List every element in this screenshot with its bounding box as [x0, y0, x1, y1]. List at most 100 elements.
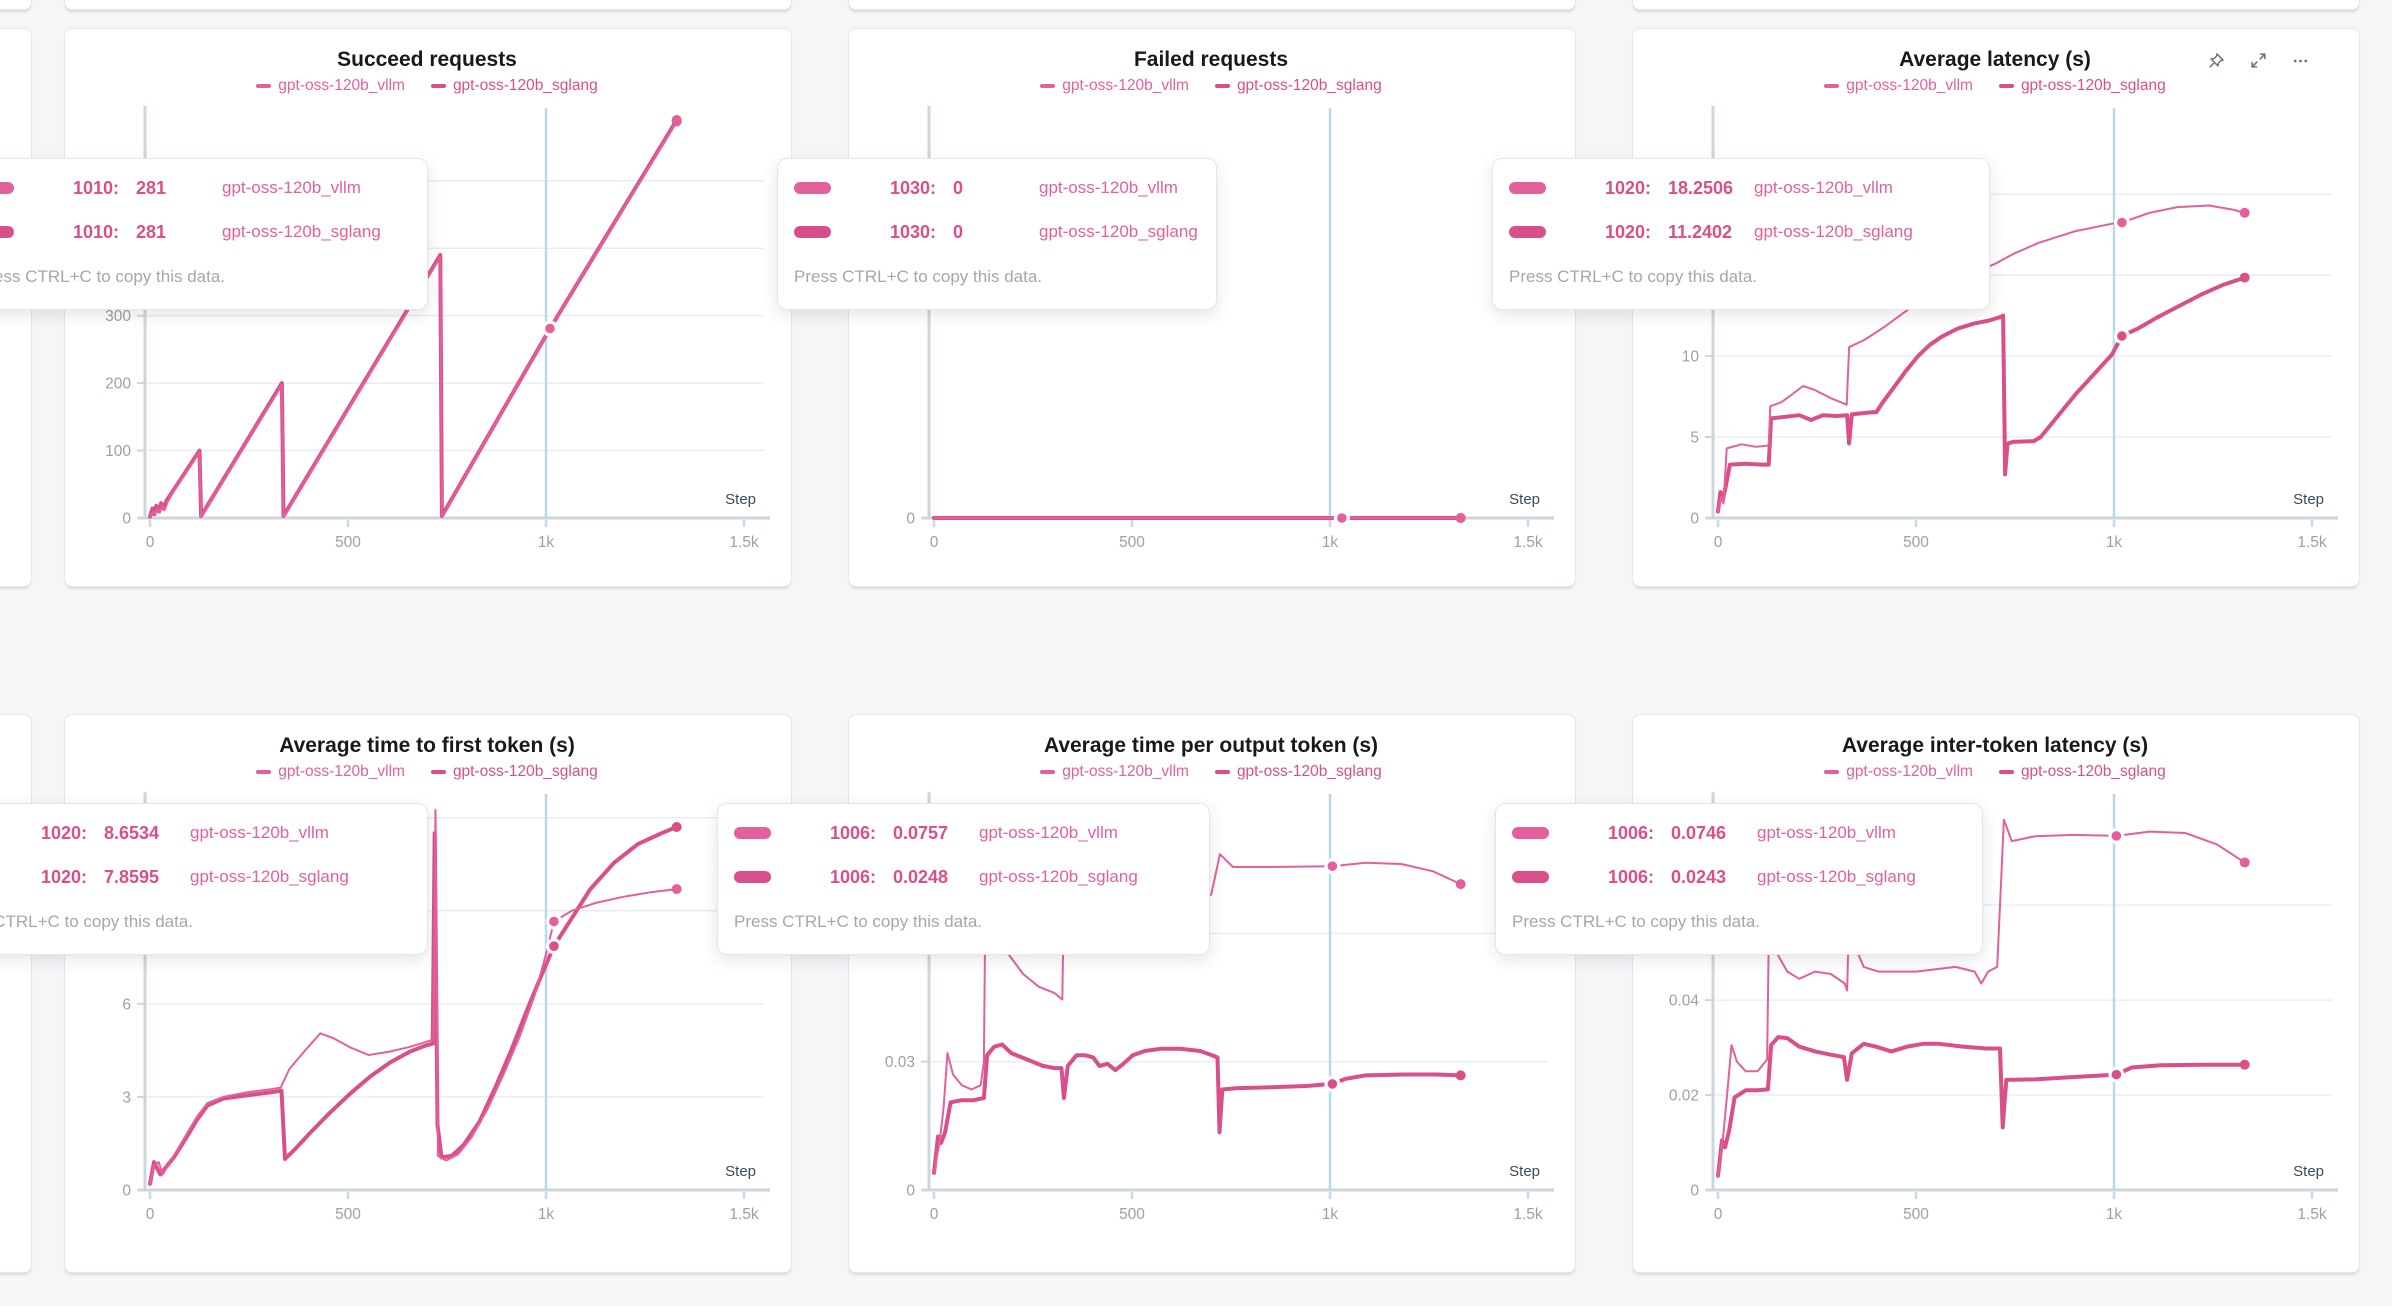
- y-tick-label: 5: [1690, 430, 1699, 447]
- x-tick-label: 1.5k: [2297, 1206, 2327, 1223]
- x-tick-label: 1.5k: [2297, 534, 2327, 551]
- x-tick-label: 500: [1119, 1206, 1145, 1223]
- series-line-vllm[interactable]: [149, 120, 678, 519]
- legend-item[interactable]: gpt-oss-120b_vllm: [1824, 77, 1973, 95]
- series-dash-icon: [430, 84, 446, 88]
- tooltip-hint: Press CTRL+C to copy this data.: [1509, 267, 1758, 286]
- chart-tooltip: 1020: 18.2506 gpt-oss-120b_vllm 1020: 11.240…: [1492, 158, 1990, 310]
- tooltip-value: 18.2506: [1668, 177, 1734, 198]
- legend-label: gpt-oss-120b_sglang: [452, 77, 598, 94]
- tooltip-step: 1020:: [1604, 177, 1651, 198]
- tooltip-step: 1020:: [1604, 221, 1651, 242]
- legend-item[interactable]: gpt-oss-120b_vllm: [256, 763, 405, 781]
- tooltip-row: 1006: 0.0243 gpt-oss-120b_sglang: [1496, 864, 1916, 890]
- series-line-vllm[interactable]: [933, 844, 1462, 1174]
- series-swatch-icon: [1509, 182, 1546, 194]
- x-tick-label: 1.5k: [729, 534, 759, 551]
- series-dash-icon: [1998, 84, 2014, 88]
- step-axis-label: Step: [2293, 491, 2324, 508]
- series-dash-icon: [256, 770, 272, 774]
- chart-legend: gpt-oss-120b_vllm gpt-oss-120b_sglang: [848, 77, 1574, 95]
- x-tick-label: 500: [1119, 534, 1145, 551]
- tooltip-value: 0: [953, 221, 964, 242]
- legend-item[interactable]: gpt-oss-120b_sglang: [430, 763, 598, 781]
- endpoint-dot: [2239, 272, 2250, 283]
- endpoint-dot: [671, 116, 682, 127]
- y-tick-label: 0: [1690, 511, 1699, 528]
- tooltip-series-label: gpt-oss-120b_sglang: [222, 222, 381, 241]
- tooltip-hint: Press CTRL+C to copy this data.: [0, 267, 226, 286]
- legend-item[interactable]: gpt-oss-120b_vllm: [1040, 77, 1189, 95]
- series-swatch-icon: [1512, 827, 1549, 839]
- endpoint-dot: [671, 884, 682, 895]
- y-tick-label: 3: [122, 1089, 131, 1106]
- tooltip-value: 281: [136, 221, 167, 242]
- chart-tooltip: 1020: 8.6534 gpt-oss-120b_vllm 1020: 7.8595 g…: [0, 803, 428, 955]
- tooltip-series-label: gpt-oss-120b_sglang: [979, 867, 1138, 886]
- chart-legend: gpt-oss-120b_vllm gpt-oss-120b_sglang: [64, 77, 790, 95]
- tooltip-series-label: gpt-oss-120b_vllm: [1757, 823, 1896, 842]
- y-tick-label: 0: [906, 1183, 915, 1200]
- expand-button[interactable]: [2250, 52, 2267, 69]
- y-tick-label: 0.02: [1669, 1088, 1699, 1105]
- tooltip-step: 1010:: [72, 221, 119, 242]
- y-tick-label: 10: [1682, 349, 1700, 366]
- legend-item[interactable]: gpt-oss-120b_vllm: [256, 77, 405, 95]
- chart-title: Average latency (s): [1899, 48, 2091, 71]
- marker-dot: [2117, 217, 2127, 228]
- chart-title: Average time to first token (s): [279, 734, 575, 757]
- legend-item[interactable]: gpt-oss-120b_sglang: [430, 77, 598, 95]
- endpoint-dot: [1455, 513, 1466, 523]
- tooltip-step: 1006:: [1607, 866, 1654, 887]
- chart-legend: gpt-oss-120b_vllm gpt-oss-120b_sglang: [64, 763, 790, 781]
- step-axis-label: Step: [725, 491, 756, 508]
- tooltip-row: 1020: 11.2402 gpt-oss-120b_sglang: [1493, 219, 1913, 245]
- x-tick-label: 1k: [2106, 534, 2123, 551]
- legend-item[interactable]: gpt-oss-120b_sglang: [1998, 77, 2166, 95]
- series-line-sglang[interactable]: [1716, 275, 2247, 514]
- tooltip-hint: Press CTRL+C to copy this data.: [1512, 912, 1761, 931]
- chart-legend: gpt-oss-120b_vllm gpt-oss-120b_sglang: [1632, 77, 2358, 95]
- series-line-vllm[interactable]: [149, 809, 678, 1185]
- tooltip-value: 8.6534: [104, 822, 160, 843]
- chart-tooltip: 1006: 0.0757 gpt-oss-120b_vllm 1006: 0.0248 g…: [717, 803, 1210, 955]
- tooltip-series-label: gpt-oss-120b_vllm: [1754, 178, 1893, 197]
- series-swatch-icon: [0, 226, 14, 238]
- tooltip-row: 1006: 0.0248 gpt-oss-120b_sglang: [718, 864, 1138, 890]
- tooltip-step: 1006:: [829, 866, 876, 887]
- tooltip-series-label: gpt-oss-120b_vllm: [190, 823, 329, 842]
- legend-item[interactable]: gpt-oss-120b_sglang: [1214, 77, 1382, 95]
- pin-icon: [2209, 53, 2224, 68]
- tooltip-row: 1030: 0 gpt-oss-120b_vllm: [778, 175, 1178, 201]
- endpoint-dot: [1455, 1070, 1466, 1081]
- series-line-sglang[interactable]: [1716, 1035, 2247, 1178]
- legend-item[interactable]: gpt-oss-120b_sglang: [1998, 763, 2166, 781]
- series-swatch-icon: [1509, 226, 1546, 238]
- x-tick-label: 1k: [1322, 1206, 1339, 1223]
- chart-legend: gpt-oss-120b_vllm gpt-oss-120b_sglang: [848, 763, 1574, 781]
- endpoint-dot: [1455, 879, 1466, 890]
- step-axis-label: Step: [1509, 1163, 1540, 1180]
- series-dash-icon: [1040, 84, 1056, 88]
- pin-button[interactable]: [2208, 52, 2225, 69]
- tooltip-hint: Press CTRL+C to copy this data.: [734, 912, 983, 931]
- y-tick-label: 0: [1690, 1183, 1699, 1200]
- series-swatch-icon: [1512, 871, 1549, 883]
- x-tick-label: 500: [335, 1206, 361, 1223]
- chart-title: Failed requests: [1133, 48, 1289, 71]
- series-dash-icon: [1214, 770, 1230, 774]
- legend-item[interactable]: gpt-oss-120b_vllm: [1040, 763, 1189, 781]
- ellipsis-button[interactable]: [2292, 52, 2309, 69]
- legend-label: gpt-oss-120b_sglang: [2020, 763, 2166, 780]
- tooltip-series-label: gpt-oss-120b_sglang: [1039, 222, 1198, 241]
- legend-item[interactable]: gpt-oss-120b_vllm: [1824, 763, 1973, 781]
- legend-item[interactable]: gpt-oss-120b_sglang: [1214, 763, 1382, 781]
- ellipsis-icon: [2293, 59, 2308, 63]
- series-line-sglang[interactable]: [932, 1042, 1463, 1175]
- legend-label: gpt-oss-120b_vllm: [1062, 763, 1189, 780]
- chart-tooltip: 1006: 0.0746 gpt-oss-120b_vllm 1006: 0.0243 g…: [1495, 803, 1983, 955]
